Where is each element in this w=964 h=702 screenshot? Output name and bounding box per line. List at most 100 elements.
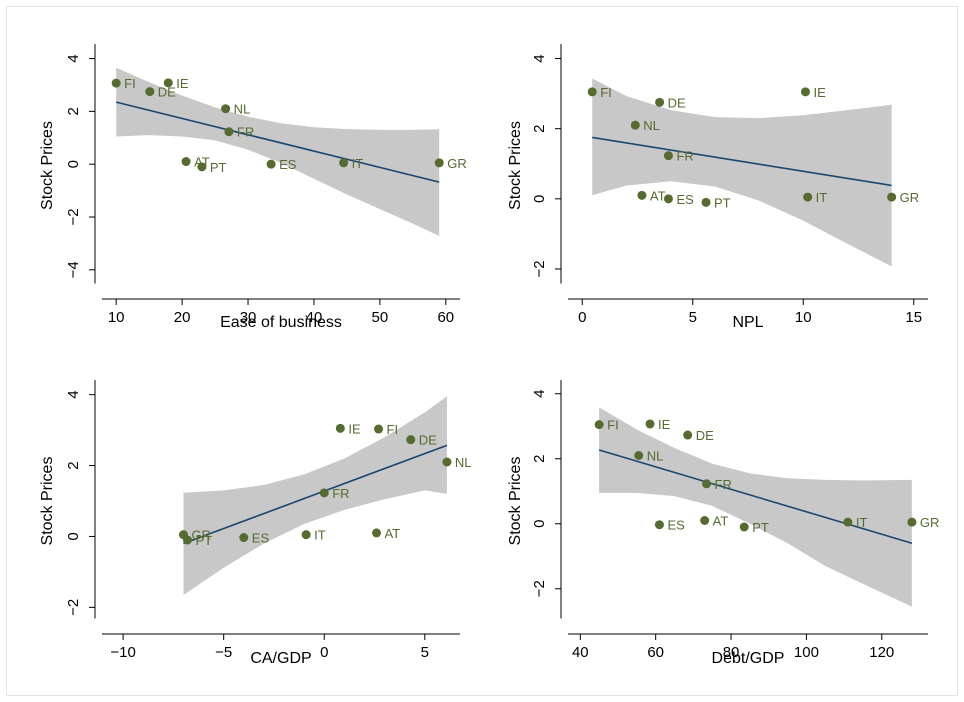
point-label-nl: NL (234, 102, 251, 117)
data-point-fi (111, 78, 121, 88)
data-point-fr (224, 127, 234, 137)
point-label-de: DE (158, 85, 176, 100)
y-axis-title: Stock Prices (507, 121, 524, 210)
x-tick-label: 40 (572, 644, 589, 661)
point-label-es: ES (667, 518, 685, 533)
data-point-de (683, 430, 693, 440)
data-point-es (663, 194, 673, 204)
x-tick-label: 10 (795, 309, 812, 326)
point-label-nl: NL (455, 455, 472, 470)
point-label-es: ES (676, 192, 694, 207)
figure-frame (6, 6, 958, 696)
data-point-pt (197, 162, 207, 172)
x-tick-label: 30 (240, 309, 257, 326)
panel-2: FI DE IE NL FR AT ES PT IT GR −2 0 2 4 0 5 10 15 NPL Stock … (507, 44, 928, 331)
data-point-nl (442, 457, 452, 467)
point-label-fr: FR (332, 486, 349, 501)
data-point-at (372, 528, 382, 538)
y-tick-label: 4 (65, 54, 82, 62)
data-point-fi (374, 424, 384, 434)
point-label-de: DE (696, 428, 714, 443)
y-tick-label: −2 (65, 599, 82, 616)
x-tick-label: 10 (108, 309, 125, 326)
y-tick-label: 0 (531, 520, 548, 528)
point-label-ie: IE (176, 76, 189, 91)
y-axis-title: Stock Prices (39, 457, 56, 546)
x-axis-title: Ease of business (220, 314, 342, 331)
point-label-fi: FI (600, 85, 612, 100)
x-tick-label: −10 (110, 644, 135, 661)
data-point-pt (182, 535, 192, 545)
fit-line (598, 449, 913, 545)
y-axis-title: Stock Prices (39, 121, 56, 210)
point-label-it: IT (314, 528, 326, 543)
y-tick-label: 0 (531, 195, 548, 203)
data-point-ie (335, 423, 345, 433)
x-tick-label: 0 (320, 644, 328, 661)
point-label-ie: IE (813, 85, 826, 100)
y-tick-label: −2 (65, 208, 82, 225)
y-axis-title: Stock Prices (507, 457, 524, 546)
data-point-it (339, 158, 349, 168)
y-tick-label: 2 (65, 107, 82, 115)
x-tick-label: 40 (306, 309, 323, 326)
data-point-pt (701, 197, 711, 207)
point-label-pt: PT (195, 533, 212, 548)
y-tick-label: 4 (531, 54, 548, 62)
x-tick-label: 80 (723, 644, 740, 661)
data-point-nl (221, 104, 231, 114)
point-label-ie: IE (658, 417, 671, 432)
point-label-at: AT (650, 188, 666, 203)
data-point-fr (702, 479, 712, 489)
data-point-gr (907, 517, 917, 527)
point-label-gr: GR (900, 190, 920, 205)
y-tick-label: 4 (531, 390, 548, 398)
y-tick-label: 0 (65, 532, 82, 540)
data-point-ie (645, 419, 655, 429)
fit-line (183, 444, 448, 545)
data-point-gr (887, 192, 897, 202)
x-tick-label: 15 (905, 309, 922, 326)
point-label-es: ES (279, 157, 297, 172)
confidence-band (592, 78, 892, 267)
y-tick-label: 4 (65, 390, 82, 398)
data-point-at (181, 157, 191, 167)
point-label-nl: NL (647, 449, 664, 464)
point-label-at: AT (385, 526, 401, 541)
point-label-it: IT (816, 190, 828, 205)
point-label-nl: NL (643, 118, 660, 133)
x-axis-title: NPL (732, 314, 763, 331)
data-point-it (301, 530, 311, 540)
point-label-it: IT (352, 156, 364, 171)
point-label-es: ES (252, 531, 270, 546)
data-point-de (655, 97, 665, 107)
y-tick-label: 2 (531, 455, 548, 463)
data-point-de (406, 435, 416, 445)
point-label-gr: GR (191, 528, 211, 543)
point-label-pt: PT (210, 160, 227, 175)
x-tick-label: 5 (421, 644, 429, 661)
point-label-fr: FR (676, 149, 693, 164)
point-label-fr: FR (715, 477, 732, 492)
y-tick-label: −2 (531, 580, 548, 597)
data-point-ie (800, 87, 810, 97)
x-tick-label: 50 (372, 309, 389, 326)
x-tick-label: 60 (437, 309, 454, 326)
data-point-fi (594, 420, 604, 430)
point-label-de: DE (419, 433, 437, 448)
data-point-it (803, 192, 813, 202)
point-label-de: DE (668, 95, 686, 110)
fit-line (592, 136, 892, 187)
data-point-pt (739, 522, 749, 532)
data-point-nl (634, 451, 644, 460)
x-tick-label: −5 (215, 644, 232, 661)
y-tick-label: 2 (65, 461, 82, 469)
y-tick-label: −2 (531, 260, 548, 277)
x-tick-label: 0 (578, 309, 586, 326)
data-point-es (239, 533, 249, 543)
data-point-gr (434, 158, 444, 168)
x-tick-label: 5 (689, 309, 697, 326)
